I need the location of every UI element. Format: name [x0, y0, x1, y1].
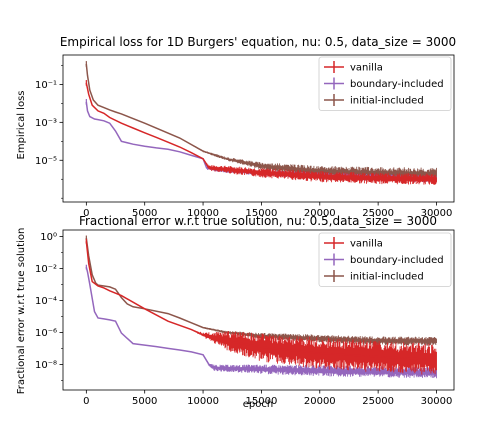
loss-chart-legend: vanilla boundary-included initial-included: [319, 57, 451, 111]
loss-chart-legend-label: boundary-included: [350, 79, 444, 90]
error-chart-y-tick-label: 10⁻⁸: [35, 360, 57, 371]
loss-chart-legend-label: initial-included: [350, 96, 424, 107]
error-chart-title: Fractional error w.r.t true solution, nu…: [79, 214, 437, 228]
error-chart-legend-label: vanilla: [350, 239, 383, 250]
error-chart-x-tick-label: 5000: [132, 396, 157, 407]
error-chart-x-tick-label: 20000: [304, 396, 336, 407]
error-chart-x-tick-label: 30000: [421, 396, 453, 407]
error-chart-legend: vanilla boundary-included initial-included: [319, 233, 451, 287]
error-chart-x-tick-label: 25000: [362, 396, 394, 407]
loss-chart-title: Empirical loss for 1D Burgers' equation,…: [60, 35, 456, 49]
error-chart-y-tick-label: 10⁻²: [35, 264, 57, 275]
loss-chart-legend-label: vanilla: [350, 63, 383, 74]
error-chart-legend-label: boundary-included: [350, 255, 444, 266]
error-chart-y-tick-label: 10⁻⁶: [35, 328, 57, 339]
loss-chart-y-tick-label: 10⁻³: [35, 118, 57, 129]
error-chart-x-tick-label: 10000: [187, 396, 219, 407]
error-chart-x-tick-label: 0: [83, 396, 89, 407]
error-chart-ylabel: Fractional error w.r.t true solution: [16, 228, 27, 395]
error-chart-x-tick-label: 15000: [246, 396, 278, 407]
loss-chart-ylabel: Empirical loss: [16, 91, 27, 160]
loss-chart-y-tick-label: 10⁻¹: [35, 80, 57, 91]
loss-chart-y-tick-label: 10⁻⁵: [35, 156, 57, 167]
error-chart-y-tick-label: 10⁻⁴: [35, 296, 57, 307]
error-chart-y-tick-label: 10⁰: [40, 232, 57, 243]
error-chart-legend-label: initial-included: [350, 272, 424, 283]
